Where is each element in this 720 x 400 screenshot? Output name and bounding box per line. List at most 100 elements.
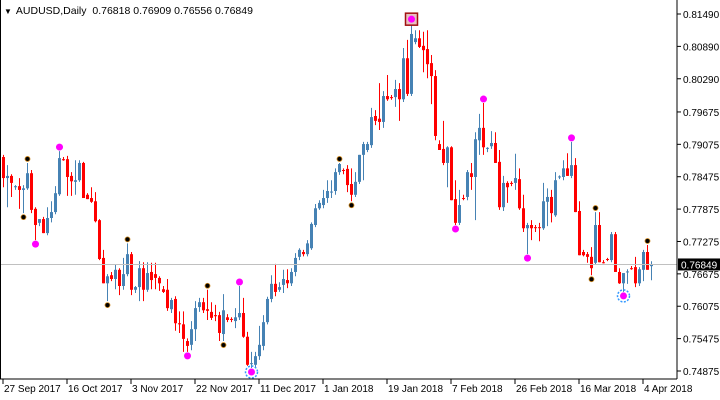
candle-body <box>326 191 329 199</box>
candle-body <box>142 268 145 290</box>
signal-dot <box>236 278 243 286</box>
price-tick-label: 0.76075 <box>683 302 720 313</box>
price-tick-label: 0.80890 <box>683 42 720 53</box>
candle <box>506 181 509 203</box>
triangle-down-icon[interactable]: ▼ <box>4 7 12 16</box>
candle-body <box>170 300 173 310</box>
candle-body <box>342 169 345 171</box>
candle-body <box>194 308 197 330</box>
last-price-box <box>678 258 720 271</box>
candle <box>418 30 421 48</box>
last-price-label: 0.76849 <box>678 258 720 271</box>
candle-body <box>18 186 21 190</box>
candle-body <box>506 182 509 188</box>
candle-body <box>498 161 501 208</box>
candle-body <box>606 259 609 261</box>
candle-body <box>558 176 561 178</box>
candle <box>150 262 153 290</box>
candle <box>570 141 573 179</box>
candle <box>354 172 357 197</box>
fractal-marker <box>592 205 599 211</box>
candle <box>466 169 469 201</box>
candle-body <box>462 198 465 200</box>
candle <box>198 297 201 312</box>
signal-dot <box>248 368 255 376</box>
candle-body <box>334 172 337 192</box>
candle-body <box>590 256 593 269</box>
candle <box>222 294 225 342</box>
symbol-timeframe: AUDUSD,Daily <box>15 5 87 17</box>
price-axis[interactable]: 0.81490 0.80890 0.80290 0.79675 0.79075 0.784… <box>677 10 720 378</box>
candle-body <box>322 198 325 206</box>
time-tick-label: 11 Dec 2017 <box>260 384 316 395</box>
candle-body <box>258 344 261 357</box>
candle-body <box>42 219 45 234</box>
candle-body <box>594 225 597 263</box>
candle <box>282 269 285 294</box>
candle <box>298 248 301 261</box>
candle <box>454 180 457 226</box>
candle-body <box>454 199 457 223</box>
candle-body <box>638 269 641 284</box>
candle <box>558 175 561 180</box>
candle <box>22 185 25 214</box>
candle-body <box>526 225 529 229</box>
candle <box>38 219 41 227</box>
candle-body <box>26 173 29 189</box>
candle <box>122 257 125 290</box>
candle <box>78 160 81 182</box>
candle <box>342 168 345 175</box>
candle-body <box>414 38 417 43</box>
candle-body <box>178 323 181 325</box>
candle <box>14 185 17 190</box>
candle-body <box>270 283 273 299</box>
candle-body <box>110 275 113 279</box>
candle-body <box>58 158 61 195</box>
candle <box>546 188 549 227</box>
fractal-marker <box>204 282 211 289</box>
candle <box>30 169 33 214</box>
candle-body <box>182 324 185 339</box>
candle-body <box>650 264 653 267</box>
candle-body <box>14 186 17 188</box>
candle <box>302 249 305 257</box>
candle <box>530 220 533 241</box>
candle <box>174 296 177 331</box>
candle-body <box>494 142 497 163</box>
candle-body <box>490 142 493 147</box>
time-tick-label: 4 Apr 2018 <box>644 384 693 395</box>
signal-dot <box>480 95 487 103</box>
candle-body <box>642 252 645 270</box>
fractal-marker <box>20 214 27 221</box>
candle <box>262 315 265 351</box>
candle-body <box>78 162 81 181</box>
candle <box>646 244 649 270</box>
candle-body <box>442 148 445 163</box>
time-tick-label: 1 Jan 2018 <box>324 384 374 395</box>
signal-dot <box>568 134 575 142</box>
candle-body <box>586 254 589 257</box>
candle <box>210 302 213 320</box>
candle-body <box>630 268 633 270</box>
candles <box>2 23 653 369</box>
candle <box>258 325 261 360</box>
time-tick-label: 26 Feb 2018 <box>516 384 573 395</box>
candle-body <box>202 302 205 311</box>
fractal-marker <box>588 276 595 283</box>
candle-body <box>190 329 193 345</box>
candle-body <box>598 225 601 263</box>
candle-body <box>158 277 161 284</box>
price-tick-label: 0.77875 <box>683 205 720 216</box>
candle <box>110 271 113 282</box>
time-tick-label: 22 Nov 2017 <box>196 384 253 395</box>
price-tick-label: 0.79675 <box>683 108 720 119</box>
candle <box>638 267 641 286</box>
time-axis[interactable]: 27 Sep 2017 16 Oct 2017 3 Nov 2017 22 Nov 2… <box>2 379 693 395</box>
candle <box>170 297 173 313</box>
candle <box>306 240 309 257</box>
candle-body <box>250 363 253 365</box>
price-tick-label: 0.79075 <box>683 140 720 151</box>
candle <box>246 331 249 366</box>
candle-body <box>230 318 233 320</box>
